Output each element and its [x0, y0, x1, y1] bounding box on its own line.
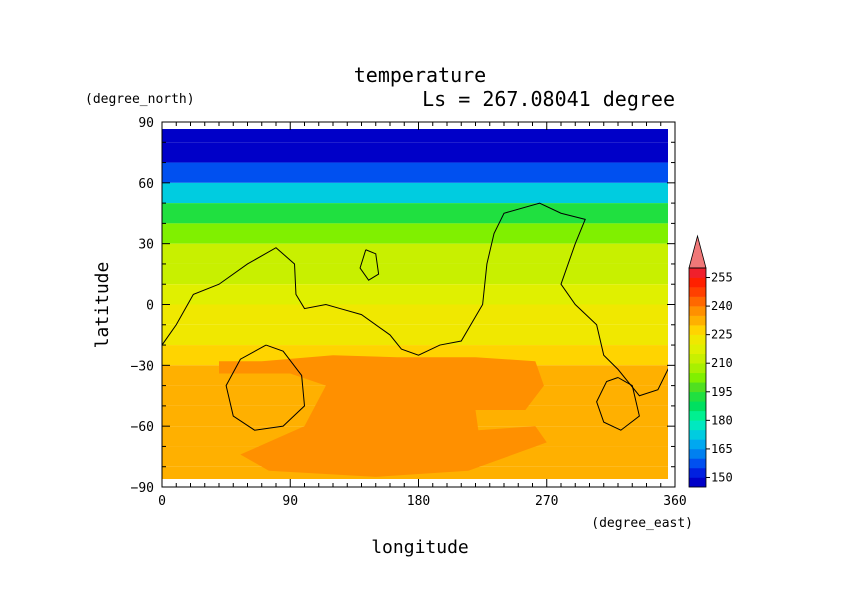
- colorbar-swatch: [689, 353, 706, 364]
- temperature-band: [162, 284, 668, 305]
- temperature-band: [162, 203, 668, 224]
- warm-regions: [219, 355, 547, 477]
- colorbar-swatch: [689, 344, 706, 354]
- colorbar-swatch: [689, 287, 706, 297]
- temperature-band: [162, 263, 668, 285]
- topography-contour: [162, 202, 668, 397]
- colorbar-label: 255: [711, 271, 733, 285]
- colorbar-swatch: [689, 420, 706, 431]
- colorbar-label: 240: [711, 299, 733, 313]
- colorbar-swatch: [689, 382, 706, 393]
- colorbar-label: 195: [711, 385, 733, 399]
- temperature-band: [162, 223, 668, 244]
- colorbar: 150 165 180 195 210 225 240 255: [688, 234, 733, 488]
- y-tick-label: 0: [146, 299, 154, 314]
- temperature-band: [162, 142, 668, 163]
- topography-contour: [225, 344, 306, 431]
- temperature-band: [162, 324, 668, 346]
- colorbar-label: 225: [711, 328, 733, 342]
- colorbar-swatch: [689, 306, 706, 316]
- colorbar-label: 210: [711, 356, 733, 370]
- y-axis: 90 60 30 0 −30 −60 −90: [131, 116, 675, 496]
- colorbar-swatch: [689, 296, 706, 307]
- x-axis-label: longitude: [371, 537, 469, 558]
- y-tick-label: 90: [138, 116, 154, 131]
- y-tick-label: −60: [131, 420, 154, 435]
- y-tick-label: 60: [138, 177, 154, 192]
- colorbar-label: 180: [711, 413, 733, 427]
- topography-contours: [162, 202, 668, 431]
- colorbar-swatch: [689, 477, 706, 488]
- topography-contour: [359, 249, 380, 281]
- y-tick-label: −90: [131, 481, 154, 496]
- colorbar-swatch: [689, 315, 706, 326]
- temperature-band: [162, 243, 668, 264]
- temperature-band: [162, 304, 668, 325]
- y-axis-label: latitude: [92, 262, 113, 349]
- temperature-band: [162, 129, 668, 143]
- colorbar-swatch: [689, 410, 706, 421]
- topography-contour: [596, 377, 640, 431]
- y-tick-label: 30: [138, 238, 154, 253]
- y-tick-label: −30: [131, 359, 154, 374]
- colorbar-swatch: [689, 458, 706, 469]
- colorbar-label: 150: [711, 470, 733, 484]
- warm-region: [219, 355, 547, 477]
- x-tick-label: 90: [282, 494, 298, 509]
- x-tick-label: 0: [158, 494, 166, 509]
- colorbar-swatch: [689, 372, 706, 383]
- x-tick-label: 360: [663, 494, 686, 509]
- colorbar-swatch: [689, 429, 706, 440]
- colorbar-swatch: [689, 268, 706, 278]
- colorbar-swatch: [689, 325, 706, 335]
- colorbar-swatch: [689, 401, 706, 412]
- x-tick-label: 180: [407, 494, 430, 509]
- colorbar-swatch: [689, 391, 706, 402]
- temperature-band: [162, 182, 668, 204]
- chart-title: temperature: [354, 63, 486, 87]
- colorbar-swatch: [689, 467, 706, 478]
- colorbar-swatch: [689, 448, 706, 459]
- colorbar-label: 165: [711, 442, 733, 456]
- colorbar-swatch: [689, 277, 706, 288]
- x-tick-label: 270: [535, 494, 558, 509]
- colorbar-over-arrow: [688, 234, 707, 269]
- chart-subtitle: Ls = 267.08041 degree: [422, 87, 675, 111]
- colorbar-swatch: [689, 439, 706, 450]
- x-unit-label: (degree_east): [591, 516, 693, 531]
- temperature-band: [162, 162, 668, 183]
- x-axis: 0 90 180 270 360: [158, 122, 687, 509]
- y-unit-label: (degree_north): [85, 92, 195, 107]
- colorbar-swatch: [689, 334, 706, 345]
- colorbar-swatch: [689, 363, 706, 374]
- colorbar-frame: [688, 267, 707, 488]
- plot-area: [162, 129, 668, 479]
